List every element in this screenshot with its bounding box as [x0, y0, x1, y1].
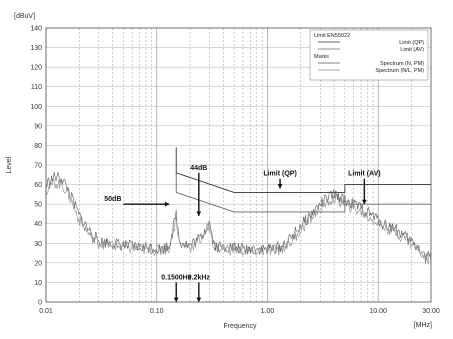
- y-tick-label: 50: [34, 202, 42, 209]
- annotations: 50dB 44dB Limit (QP) Limit (AV) 0.1500Hz0.2k…: [104, 165, 381, 302]
- y-tick-label: 40: [34, 221, 42, 228]
- series-line-1: [175, 172, 431, 213]
- legend-item: Spectrum (N, PM): [380, 61, 424, 67]
- x-tick-label: 0.10: [150, 308, 164, 315]
- annotation-arrow-3-head: [361, 199, 367, 205]
- annotation-label: 0.2kHz: [188, 274, 211, 281]
- tick-labels: 0 10 20 30 40 50 60 70 80 90 100 110 120 130 140 0.01 0.…: [30, 26, 440, 316]
- annotation-label: 50dB: [104, 196, 121, 203]
- y-tick-label: 30: [34, 241, 42, 248]
- annotation-label: 0.1500Hz: [161, 274, 191, 281]
- y-tick-label: 120: [30, 65, 42, 72]
- y-tick-label: 20: [34, 260, 42, 267]
- x-tick-label: 0.01: [39, 308, 53, 315]
- series-group: [45, 147, 432, 265]
- y-tick-label: 60: [34, 182, 42, 189]
- legend-item: Limit (QP): [399, 40, 424, 46]
- annotation-arrow-4-head: [173, 297, 179, 302]
- annotation-label: Limit (AV): [348, 171, 381, 178]
- legend-group-title: Marks: [314, 54, 329, 60]
- y-unit-label: [dBuV]: [14, 13, 35, 20]
- legend-item: Limit (AV): [400, 47, 424, 53]
- series-line-3: [45, 178, 432, 265]
- legend-item: Spectrum (N/L, PM): [375, 68, 424, 74]
- x-unit-label: [MHz]: [414, 322, 432, 329]
- y-tick-label: 130: [30, 45, 42, 52]
- x-tick-label: 10.00: [369, 308, 387, 315]
- y-axis-title: Level: [6, 156, 13, 173]
- x-axis-title: Frequency: [223, 323, 257, 330]
- y-tick-label: 140: [30, 26, 42, 33]
- legend-group-title: Limit EN55022: [314, 33, 350, 39]
- y-tick-label: 90: [34, 123, 42, 130]
- y-tick-label: 10: [34, 280, 42, 287]
- y-tick-label: 0: [38, 300, 42, 307]
- annotation-arrow-1-head: [196, 211, 202, 216]
- legend-box: [309, 29, 429, 81]
- x-tick-label: 30.00: [422, 308, 440, 315]
- y-tick-label: 100: [30, 104, 42, 111]
- plot-frame: [45, 27, 432, 303]
- series-line-0: [175, 147, 431, 193]
- y-tick-label: 110: [31, 84, 42, 91]
- annotation-arrow-0-head: [164, 201, 170, 207]
- annotation-label: Limit (QP): [263, 171, 296, 178]
- annotation-arrow-5-head: [196, 297, 202, 302]
- x-tick-label: 1.00: [261, 308, 275, 315]
- legend: Limit EN55022 Limit (QP)Limit (AV) Marks Sp…: [309, 29, 429, 81]
- annotation-label: 44dB: [190, 165, 207, 172]
- annotation-arrow-2-head: [277, 184, 283, 189]
- y-tick-label: 70: [34, 163, 42, 170]
- y-tick-label: 80: [34, 143, 42, 150]
